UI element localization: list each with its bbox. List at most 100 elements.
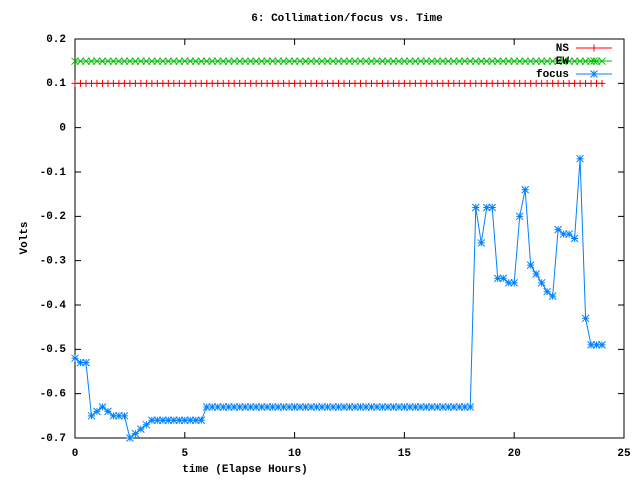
point-marker	[263, 403, 272, 411]
point-marker	[477, 239, 486, 247]
point-marker	[543, 57, 551, 66]
point-marker	[71, 57, 79, 66]
point-marker	[115, 411, 123, 420]
y-tick-label: 0	[59, 123, 66, 135]
point-marker	[345, 403, 354, 411]
point-marker	[158, 416, 167, 425]
point-marker	[329, 403, 337, 411]
legend-swatch	[576, 70, 612, 78]
point-marker	[598, 79, 606, 87]
x-tick-label: 10	[288, 448, 301, 460]
point-marker	[526, 57, 535, 66]
x-axis-label: time (Elapse Hours)	[182, 464, 307, 476]
point-marker	[296, 57, 304, 66]
x-tick-label: 20	[508, 448, 521, 460]
point-marker	[301, 403, 310, 411]
y-tick-label: -0.4	[40, 300, 67, 312]
point-marker	[307, 403, 315, 411]
point-marker	[460, 57, 469, 66]
point-marker	[592, 341, 601, 349]
point-marker	[444, 403, 453, 411]
point-marker	[554, 57, 562, 66]
point-marker	[510, 278, 519, 287]
point-marker	[285, 403, 293, 411]
point-marker	[169, 416, 178, 425]
point-marker	[142, 420, 151, 429]
point-marker	[422, 57, 431, 66]
point-marker	[384, 403, 392, 411]
point-marker	[290, 57, 299, 66]
point-marker	[126, 434, 134, 442]
point-marker	[208, 57, 217, 66]
point-marker	[351, 57, 359, 66]
point-marker	[318, 403, 326, 411]
point-marker	[340, 57, 348, 66]
point-marker	[93, 407, 101, 416]
point-marker	[433, 403, 442, 411]
x-tick-label: 5	[181, 448, 188, 460]
point-marker	[164, 57, 173, 66]
point-marker	[257, 57, 266, 66]
point-marker	[367, 57, 376, 66]
point-marker	[543, 287, 551, 296]
point-marker	[323, 57, 332, 66]
point-marker	[493, 57, 502, 66]
point-marker	[115, 57, 123, 66]
point-marker	[235, 403, 244, 411]
point-marker	[400, 403, 409, 411]
y-tick-label: -0.7	[40, 433, 66, 445]
point-marker	[323, 403, 332, 411]
point-marker	[581, 314, 590, 323]
point-marker	[559, 230, 568, 238]
point-marker	[389, 403, 398, 411]
point-marker	[169, 57, 178, 66]
point-marker	[521, 185, 530, 194]
point-marker	[279, 403, 288, 411]
point-marker	[191, 416, 200, 425]
point-marker	[548, 292, 557, 300]
point-marker	[213, 57, 222, 66]
point-marker	[175, 416, 184, 425]
point-marker	[466, 57, 475, 66]
point-marker	[208, 403, 217, 411]
point-marker	[268, 57, 277, 66]
point-marker	[384, 57, 392, 66]
point-marker	[186, 57, 195, 66]
point-marker	[373, 403, 381, 411]
point-marker	[411, 57, 420, 66]
point-marker	[515, 57, 524, 66]
point-marker	[148, 57, 156, 66]
point-marker	[400, 57, 409, 66]
point-marker	[455, 57, 464, 66]
point-marker	[532, 270, 541, 278]
x-tick-label: 0	[72, 448, 79, 460]
point-marker	[296, 403, 304, 411]
point-marker	[87, 57, 96, 66]
point-marker	[411, 403, 420, 411]
point-marker	[417, 57, 425, 66]
point-marker	[241, 57, 250, 66]
point-marker	[477, 57, 486, 66]
point-marker	[252, 403, 261, 411]
point-marker	[548, 57, 557, 66]
point-marker	[334, 57, 343, 66]
point-marker	[246, 403, 255, 411]
point-marker	[180, 57, 189, 66]
point-marker	[137, 425, 145, 433]
point-marker	[219, 57, 228, 66]
point-marker	[274, 403, 282, 411]
point-marker	[537, 57, 546, 66]
point-marker	[499, 57, 508, 66]
point-marker	[565, 57, 573, 66]
point-marker	[285, 57, 293, 66]
point-marker	[444, 57, 453, 66]
point-marker	[389, 57, 398, 66]
point-marker	[427, 403, 436, 411]
point-marker	[153, 57, 162, 66]
y-tick-label: 0.2	[46, 34, 66, 46]
x-tick-label: 25	[617, 448, 631, 460]
point-marker	[279, 57, 288, 66]
point-marker	[98, 403, 107, 411]
point-marker	[417, 403, 425, 411]
